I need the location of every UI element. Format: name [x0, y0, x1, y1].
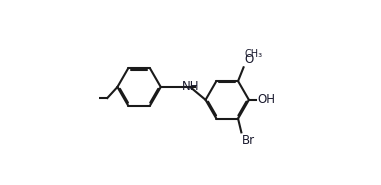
Text: CH₃: CH₃ — [244, 49, 263, 59]
Text: O: O — [244, 53, 253, 66]
Text: Br: Br — [242, 134, 255, 147]
Text: OH: OH — [257, 93, 275, 106]
Text: NH: NH — [181, 80, 199, 93]
